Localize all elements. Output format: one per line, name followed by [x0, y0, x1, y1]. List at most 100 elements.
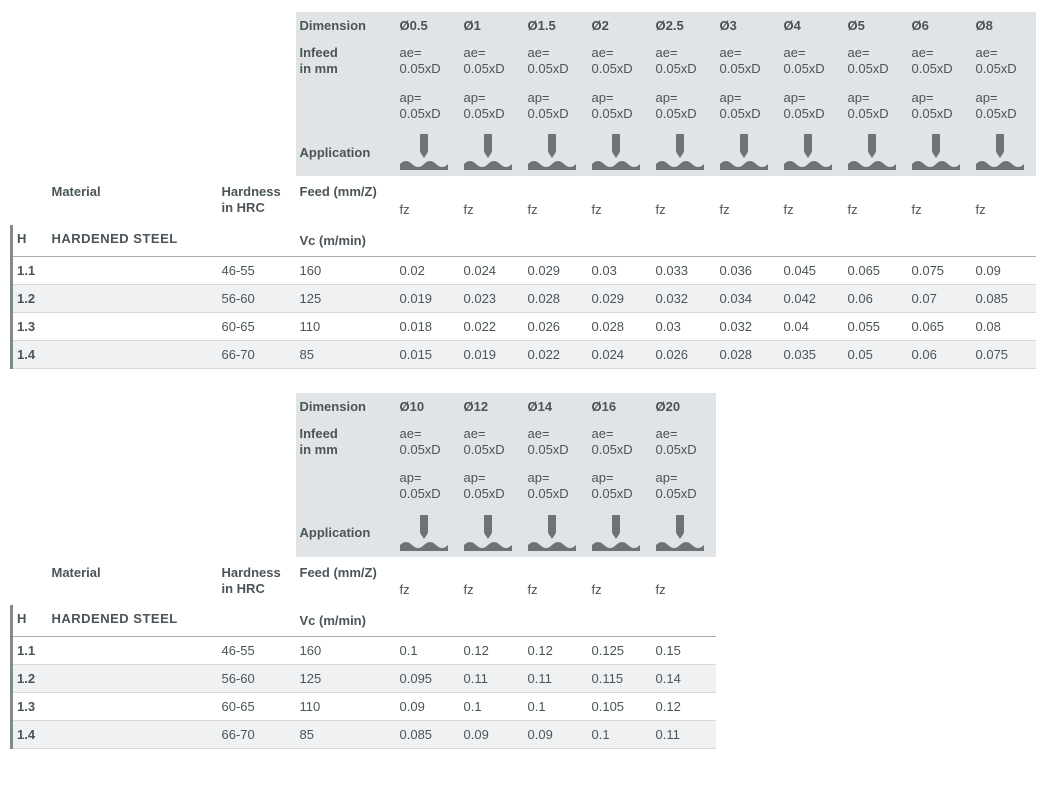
diameter-header: Ø1.5: [524, 12, 588, 39]
cutting-data-table-0: DimensionØ0.5Ø1Ø1.5Ø2Ø2.5Ø3Ø4Ø5Ø6Ø8 Infe…: [10, 12, 1048, 369]
dimension-label: Dimension: [296, 12, 396, 39]
fz-value: 0.12: [652, 693, 716, 721]
fz-value: 0.12: [460, 637, 524, 665]
infeed-ap: ap=0.05xD: [460, 84, 524, 129]
fz-value: 0.11: [524, 665, 588, 693]
application-icon: [908, 128, 972, 176]
vc-header: Vc (m/min): [296, 605, 396, 637]
hardness-value: 66-70: [218, 721, 296, 749]
application-label: Application: [296, 128, 396, 176]
infeed-ap: ap=0.05xD: [908, 84, 972, 129]
material-header: Material: [48, 557, 218, 606]
feed-header: Feed (mm/Z): [296, 176, 396, 225]
infeed-label: Infeedin mm: [296, 420, 396, 465]
application-icon: [396, 509, 460, 557]
application-icon: [972, 128, 1036, 176]
infeed-ap: ap=0.05xD: [844, 84, 908, 129]
hardness-value: 60-65: [218, 312, 296, 340]
fz-value: 0.075: [908, 256, 972, 284]
infeed-ae: ae=0.05xD: [716, 39, 780, 84]
table-row: 1.1 46-55 1600.020.0240.0290.030.0330.03…: [12, 256, 1036, 284]
application-icon: [652, 509, 716, 557]
fz-value: 0.029: [524, 256, 588, 284]
application-icon: [396, 128, 460, 176]
infeed-ap: ap=0.05xD: [588, 464, 652, 509]
infeed-ae: ae=0.05xD: [396, 420, 460, 465]
fz-value: 0.1: [396, 637, 460, 665]
infeed-ap: ap=0.05xD: [524, 464, 588, 509]
diameter-header: Ø10: [396, 393, 460, 420]
diameter-header: Ø1: [460, 12, 524, 39]
hardness-value: 66-70: [218, 340, 296, 368]
fz-value: 0.105: [588, 693, 652, 721]
vc-value: 160: [296, 637, 396, 665]
fz-value: 0.019: [396, 284, 460, 312]
fz-header: fz: [524, 176, 588, 225]
infeed-ae: ae=0.05xD: [844, 39, 908, 84]
application-icon: [652, 128, 716, 176]
fz-value: 0.07: [908, 284, 972, 312]
fz-value: 0.065: [908, 312, 972, 340]
fz-value: 0.085: [396, 721, 460, 749]
fz-value: 0.032: [716, 312, 780, 340]
fz-value: 0.03: [588, 256, 652, 284]
vc-value: 85: [296, 721, 396, 749]
hardness-header: Hardnessin HRC: [218, 176, 296, 225]
dimension-label: Dimension: [296, 393, 396, 420]
infeed-label: Infeedin mm: [296, 39, 396, 84]
fz-value: 0.045: [780, 256, 844, 284]
fz-value: 0.055: [844, 312, 908, 340]
fz-value: 0.09: [396, 693, 460, 721]
fz-value: 0.035: [780, 340, 844, 368]
diameter-header: Ø2.5: [652, 12, 716, 39]
infeed-ae: ae=0.05xD: [652, 39, 716, 84]
fz-value: 0.026: [524, 312, 588, 340]
hardness-value: 46-55: [218, 256, 296, 284]
application-icon: [844, 128, 908, 176]
fz-header: fz: [396, 557, 460, 606]
vc-value: 110: [296, 693, 396, 721]
fz-value: 0.042: [780, 284, 844, 312]
fz-value: 0.09: [972, 256, 1036, 284]
fz-value: 0.115: [588, 665, 652, 693]
vc-value: 125: [296, 284, 396, 312]
fz-value: 0.14: [652, 665, 716, 693]
material-group-code: H: [12, 225, 48, 257]
fz-header: fz: [844, 176, 908, 225]
fz-value: 0.02: [396, 256, 460, 284]
fz-value: 0.1: [460, 693, 524, 721]
fz-header: fz: [396, 176, 460, 225]
fz-value: 0.09: [460, 721, 524, 749]
application-icon: [460, 509, 524, 557]
material-header: Material: [48, 176, 218, 225]
application-label: Application: [296, 509, 396, 557]
fz-value: 0.11: [652, 721, 716, 749]
vc-value: 160: [296, 256, 396, 284]
infeed-ae: ae=0.05xD: [460, 420, 524, 465]
material-group-name: HARDENED STEEL: [48, 605, 218, 637]
fz-header: fz: [972, 176, 1036, 225]
fz-value: 0.033: [652, 256, 716, 284]
hardness-value: 56-60: [218, 665, 296, 693]
fz-header: fz: [524, 557, 588, 606]
fz-value: 0.065: [844, 256, 908, 284]
fz-value: 0.028: [588, 312, 652, 340]
diameter-header: Ø12: [460, 393, 524, 420]
fz-value: 0.023: [460, 284, 524, 312]
diameter-header: Ø2: [588, 12, 652, 39]
fz-value: 0.075: [972, 340, 1036, 368]
infeed-ap: ap=0.05xD: [396, 464, 460, 509]
application-icon: [588, 509, 652, 557]
fz-value: 0.029: [588, 284, 652, 312]
row-id: 1.3: [12, 312, 48, 340]
application-icon: [588, 128, 652, 176]
vc-value: 110: [296, 312, 396, 340]
fz-value: 0.018: [396, 312, 460, 340]
fz-value: 0.1: [588, 721, 652, 749]
fz-value: 0.15: [652, 637, 716, 665]
fz-value: 0.028: [716, 340, 780, 368]
fz-value: 0.04: [780, 312, 844, 340]
fz-value: 0.015: [396, 340, 460, 368]
fz-value: 0.085: [972, 284, 1036, 312]
fz-value: 0.08: [972, 312, 1036, 340]
